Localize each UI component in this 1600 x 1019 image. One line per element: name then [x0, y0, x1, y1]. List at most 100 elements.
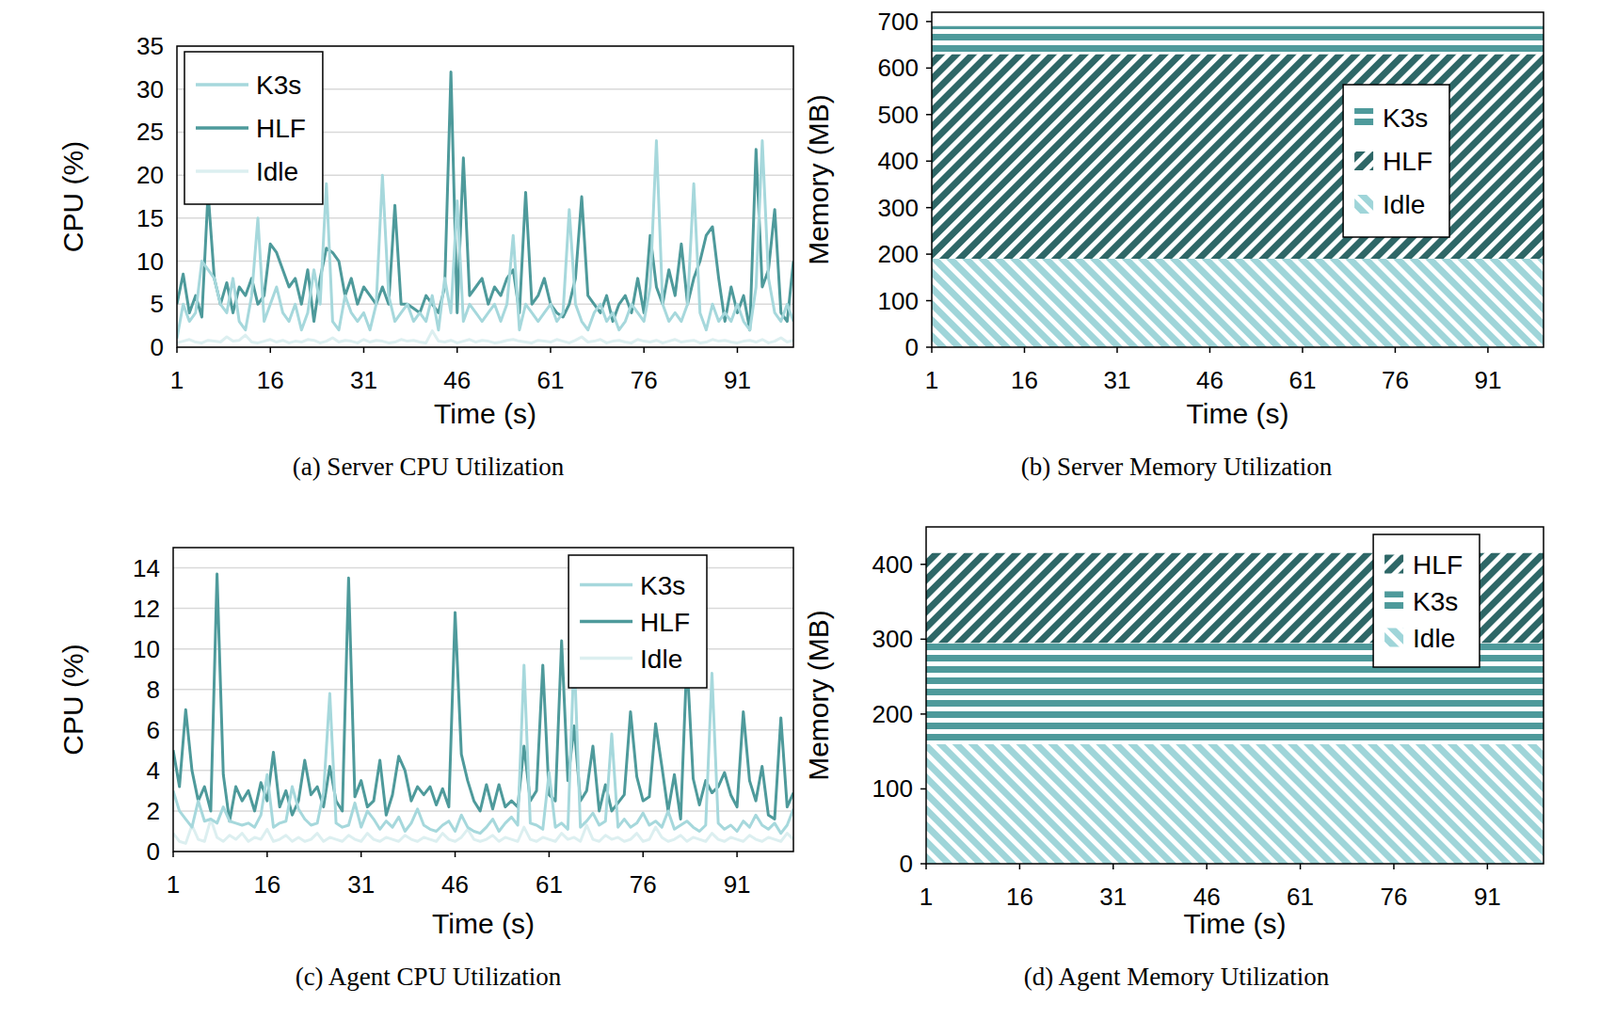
x-tick [548, 851, 551, 858]
y-tick-label: 14 [132, 554, 160, 583]
x-tick [266, 851, 269, 858]
caption: (d) Agent Memory Utilization [1024, 962, 1330, 992]
x-tick-label: 61 [535, 870, 563, 899]
x-tick-label: 61 [1288, 366, 1316, 395]
y-tick [926, 113, 932, 116]
y-tick-label: 400 [878, 146, 919, 176]
x-tick [930, 347, 933, 353]
x-tick [1209, 347, 1212, 353]
legend-label: Idle [256, 157, 299, 187]
y-tick-label: 0 [905, 333, 919, 362]
y-tick-label: 6 [146, 716, 160, 745]
x-tick [1392, 864, 1395, 870]
y-axis-title: CPU (%) [57, 643, 89, 755]
x-tick [1024, 347, 1026, 353]
y-tick-label: 10 [136, 247, 164, 276]
x-tick-label: 1 [925, 366, 939, 395]
area-segment [931, 26, 1544, 55]
x-tick [925, 864, 928, 870]
legend-label: HLF [640, 608, 690, 638]
legend-swatch [579, 656, 633, 661]
y-axis-title: Memory (MB) [802, 94, 834, 266]
plot-area [931, 26, 1544, 348]
legend-box [184, 51, 323, 205]
x-tick-label: 46 [441, 870, 469, 899]
x-tick [736, 851, 738, 858]
x-tick-label: 91 [1473, 366, 1502, 395]
legend: K3sHLFIdle [184, 51, 323, 205]
y-tick [926, 253, 932, 256]
y-tick-label: 400 [872, 550, 913, 579]
caption: (c) Agent CPU Utilization [295, 962, 562, 992]
figure: 051015202530351163146617691Time (s)CPU (… [0, 0, 1600, 1019]
x-tick [736, 347, 739, 353]
y-tick-label: 30 [136, 75, 164, 104]
x-tick-label: 91 [723, 870, 752, 899]
y-axis-title: CPU (%) [57, 141, 89, 253]
y-tick-label: 200 [872, 700, 913, 729]
legend: HLFK3sIdle [1373, 534, 1480, 668]
x-tick [1205, 864, 1208, 870]
x-tick [549, 347, 552, 353]
x-tick [454, 851, 457, 858]
legend-label: K3s [640, 571, 686, 601]
chart-panel: 024681012141163146617691Time (s)CPU (%)(… [57, 547, 794, 992]
grid-line [173, 810, 794, 813]
y-tick-label: 0 [146, 837, 160, 866]
y-tick-label: 25 [136, 117, 164, 146]
area-segment [931, 258, 1544, 348]
grid-line [173, 729, 794, 732]
legend-swatch [579, 620, 633, 624]
y-tick [926, 67, 932, 70]
series-line [176, 331, 794, 344]
x-axis-title: Time (s) [433, 398, 537, 430]
x-tick-label: 16 [253, 870, 281, 899]
x-tick-label: 76 [630, 366, 658, 395]
chart-panel: 01002003004005006007001163146617691Time … [802, 7, 1544, 481]
x-tick-label: 31 [1099, 882, 1127, 912]
x-tick-label: 46 [443, 366, 471, 395]
y-tick-label: 10 [132, 635, 160, 664]
legend: K3sHLFIdle [1343, 84, 1450, 238]
legend-box [1373, 534, 1480, 668]
x-tick-label: 1 [919, 882, 933, 912]
plot-frame [173, 547, 794, 852]
x-tick [363, 347, 366, 353]
y-tick-label: 100 [878, 287, 919, 316]
legend-swatch [1384, 555, 1404, 575]
plot-frame [931, 12, 1544, 348]
y-tick-label: 35 [136, 32, 164, 61]
y-tick [926, 207, 932, 209]
x-tick [1116, 347, 1119, 353]
x-tick [176, 347, 178, 353]
x-tick-label: 16 [1010, 366, 1039, 395]
y-tick-label: 500 [878, 100, 919, 129]
y-tick [926, 20, 932, 23]
x-tick [360, 851, 363, 858]
legend-label: Idle [1382, 190, 1425, 220]
y-tick [926, 346, 932, 349]
legend: K3sHLFIdle [568, 555, 707, 688]
y-tick-label: 0 [899, 849, 913, 879]
x-tick-label: 76 [629, 870, 657, 899]
x-tick-label: 31 [347, 870, 375, 899]
x-tick-label: 31 [350, 366, 378, 395]
x-tick [172, 851, 175, 858]
legend-swatch [1354, 108, 1374, 128]
legend-label: K3s [1412, 587, 1458, 617]
y-tick-label: 600 [878, 53, 919, 82]
x-tick [1394, 347, 1397, 353]
area-segment [931, 54, 1544, 260]
legend-label: HLF [1412, 550, 1463, 580]
y-tick-label: 12 [132, 594, 160, 624]
x-axis-title: Time (s) [432, 908, 535, 940]
y-axis-title: Memory (MB) [802, 609, 834, 782]
y-tick [920, 863, 927, 865]
y-tick [920, 563, 927, 566]
legend-label: HLF [1382, 146, 1433, 176]
y-tick [920, 788, 927, 791]
legend-box [1343, 84, 1450, 238]
plot-area [926, 553, 1544, 864]
y-tick [920, 639, 927, 641]
y-tick-label: 200 [878, 240, 919, 269]
